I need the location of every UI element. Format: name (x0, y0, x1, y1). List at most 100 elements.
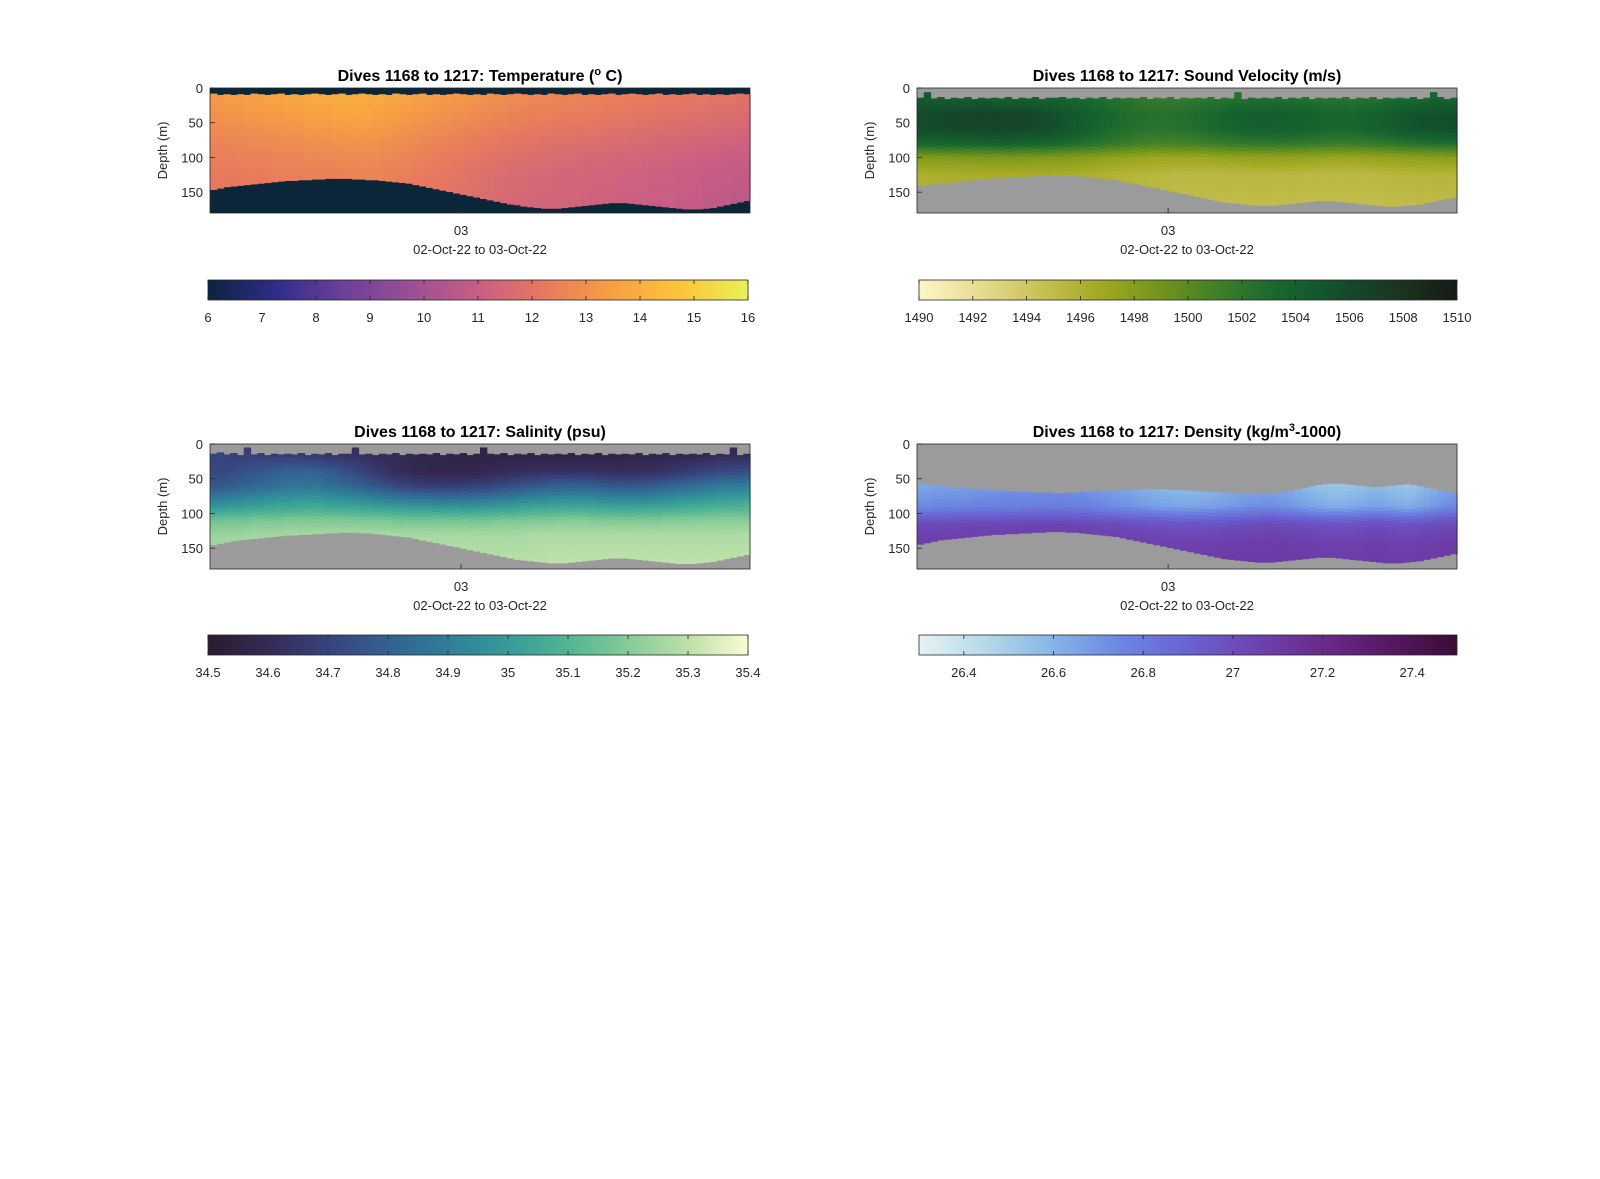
heatmap-cell (1342, 135, 1350, 140)
heatmap-cell (601, 118, 609, 123)
heatmap-cell (977, 97, 986, 102)
heatmap-cell (709, 178, 717, 183)
heatmap-cell (977, 111, 986, 116)
heatmap-cell (1423, 108, 1431, 113)
heatmap-cell (230, 122, 238, 127)
heatmap-cell (210, 173, 218, 178)
heatmap-cell (426, 126, 434, 131)
heatmap-cell (331, 111, 339, 116)
heatmap-cell (1133, 101, 1141, 106)
heatmap-cell (520, 160, 528, 165)
heatmap-cell (446, 146, 454, 151)
heatmap-cell (345, 101, 353, 106)
heatmap-cell (1254, 150, 1262, 155)
heatmap-cell (944, 99, 952, 104)
heatmap-cell (480, 101, 488, 106)
heatmap-cell (1443, 196, 1451, 200)
heatmap-cell (709, 147, 717, 152)
heatmap-cell (500, 174, 508, 179)
heatmap-cell (453, 176, 461, 181)
heatmap-cell (1362, 122, 1370, 127)
heatmap-cell (628, 169, 636, 175)
heatmap-cell (655, 173, 663, 178)
heatmap-cell (1261, 97, 1269, 102)
heatmap-cell (1376, 133, 1384, 138)
heatmap-cell (534, 104, 542, 109)
heatmap-cell (473, 146, 481, 151)
heatmap-cell (1396, 122, 1404, 127)
heatmap-cell (1065, 136, 1073, 141)
heatmap-cell (1119, 108, 1127, 113)
heatmap-cell (1396, 188, 1404, 193)
heatmap-cell (1382, 156, 1391, 161)
heatmap-cell (675, 202, 684, 207)
heatmap-cell (696, 195, 704, 200)
heatmap-cell (243, 153, 252, 159)
heatmap-cell (1376, 119, 1384, 125)
heatmap-cell (561, 136, 569, 141)
heatmap-cell (702, 160, 711, 165)
heatmap-cell (1288, 167, 1296, 172)
heatmap-cell (385, 160, 393, 165)
heatmap-cell (635, 170, 643, 175)
heatmap-cell (534, 118, 542, 123)
heatmap-cell (1052, 115, 1060, 120)
heatmap-cell (372, 122, 380, 127)
heatmap-cell (223, 156, 231, 161)
heatmap-cell (1038, 140, 1046, 145)
heatmap-cell (405, 174, 414, 179)
heatmap-cell (1335, 153, 1343, 159)
heatmap-cell (1349, 151, 1357, 156)
heatmap-cell (574, 131, 582, 136)
heatmap-cell (1160, 105, 1168, 110)
heatmap-cell (1254, 129, 1262, 134)
heatmap-cell (1031, 97, 1040, 102)
heatmap-cell (432, 146, 441, 151)
heatmap-cell (716, 191, 724, 196)
heatmap-cell (304, 156, 312, 161)
heatmap-cell (216, 105, 225, 110)
heatmap-cell (1227, 108, 1235, 113)
heatmap-cell (588, 167, 596, 172)
heatmap-cell (223, 170, 231, 175)
heatmap-cell (1430, 192, 1438, 197)
heatmap-cell (561, 202, 569, 207)
heatmap-cell (385, 157, 393, 162)
colorbar-tick-label: 1500 (1174, 310, 1203, 325)
heatmap-cell (378, 122, 387, 127)
heatmap-cell (574, 152, 582, 157)
heatmap-cell (594, 122, 603, 127)
heatmap-cell (230, 150, 238, 155)
heatmap-cell (1112, 115, 1121, 120)
heatmap-cell (1234, 154, 1242, 159)
heatmap-cell (709, 136, 717, 141)
heatmap-cell (950, 101, 959, 106)
heatmap-cell (1430, 119, 1438, 125)
heatmap-cell (1281, 133, 1289, 138)
heatmap-cell (311, 110, 319, 115)
heatmap-cell (1254, 122, 1262, 127)
heatmap-cell (1193, 174, 1202, 179)
heatmap-cell (716, 111, 724, 116)
heatmap-cell (1436, 180, 1445, 185)
heatmap-cell (210, 135, 218, 140)
heatmap-cell (1423, 191, 1431, 196)
heatmap-cell (1227, 133, 1235, 138)
heatmap-cell (243, 527, 252, 532)
heatmap-cell (1018, 118, 1026, 123)
heatmap-cell (210, 491, 218, 496)
heatmap-cell (1362, 147, 1370, 152)
heatmap-cell (453, 93, 461, 98)
heatmap-cell (534, 149, 542, 154)
heatmap-cell (250, 516, 258, 521)
heatmap-cell (1274, 124, 1283, 129)
heatmap-cell (567, 101, 576, 106)
heatmap-cell (1160, 133, 1168, 138)
heatmap-cell (291, 492, 299, 497)
heatmap-cell (486, 152, 495, 157)
heatmap-cell (1403, 105, 1411, 110)
heatmap-cell (473, 132, 481, 137)
heatmap-cell (284, 478, 292, 483)
heatmap-cell (1092, 143, 1100, 148)
heatmap-cell (1166, 121, 1175, 126)
